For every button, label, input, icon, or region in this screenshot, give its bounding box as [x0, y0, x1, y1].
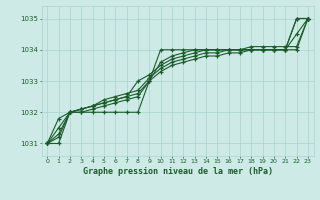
- X-axis label: Graphe pression niveau de la mer (hPa): Graphe pression niveau de la mer (hPa): [83, 167, 273, 176]
